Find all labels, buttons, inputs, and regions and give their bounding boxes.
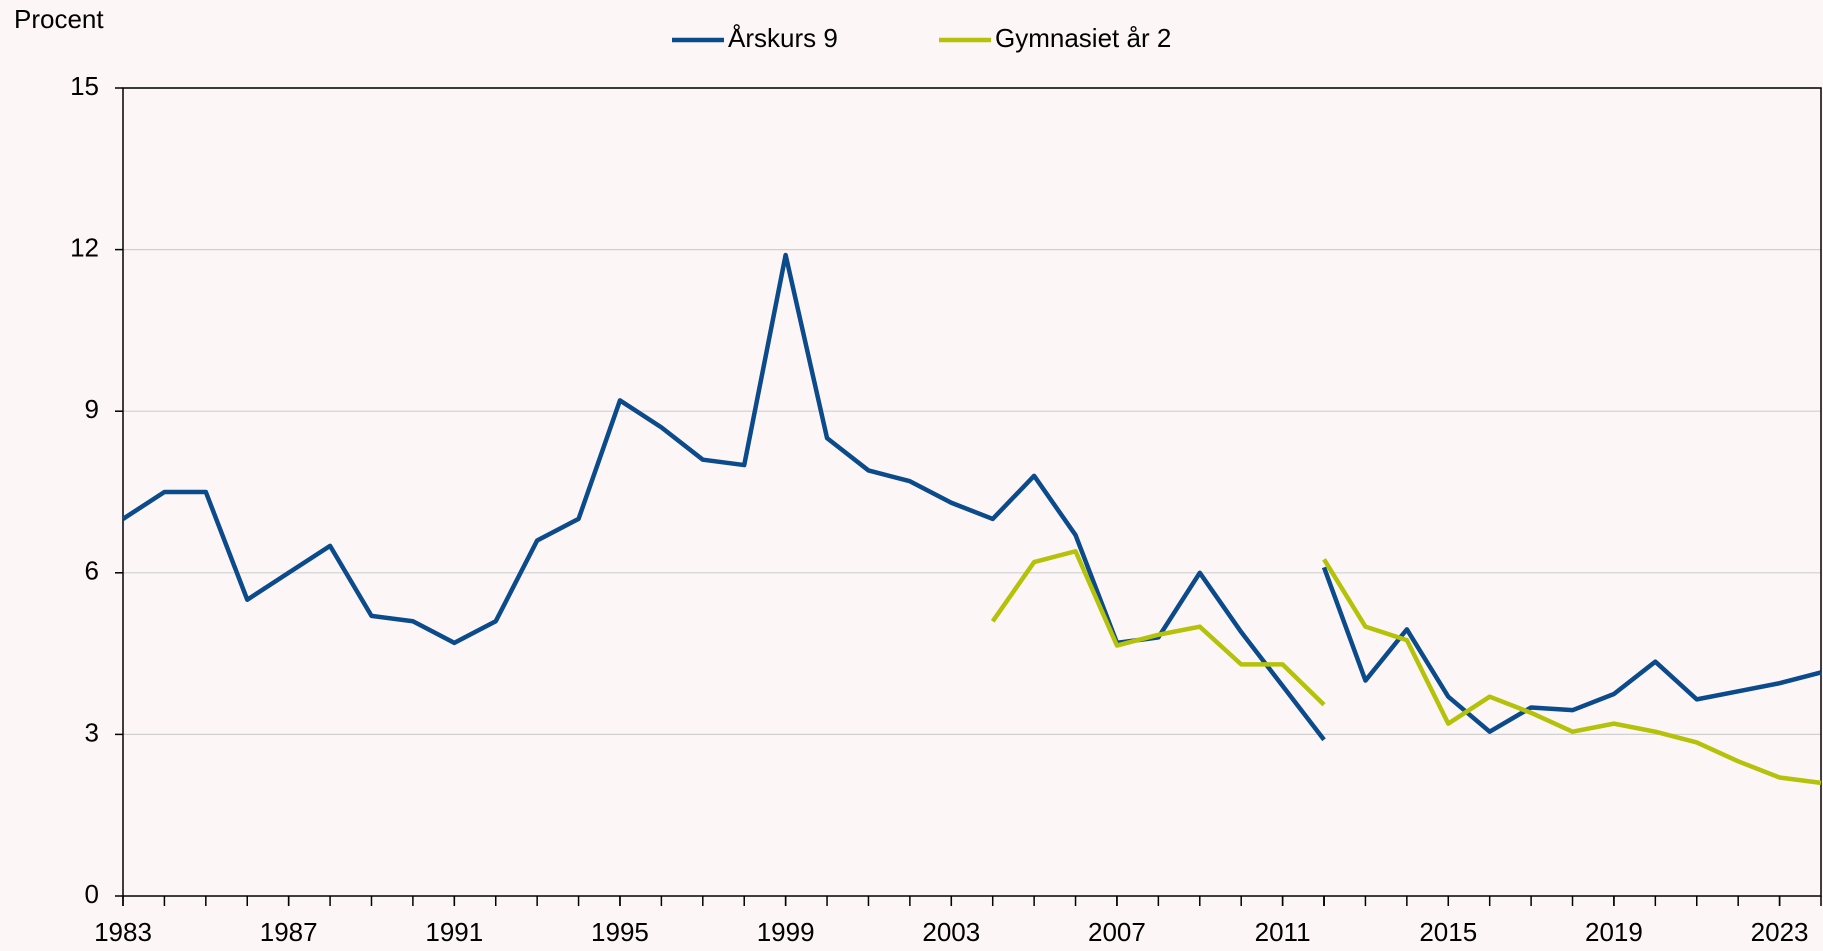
y-tick-label: 12 [70, 232, 99, 262]
x-tick-label: 2011 [1255, 917, 1311, 947]
y-tick-label: 15 [70, 71, 99, 101]
y-tick-label: 3 [85, 717, 99, 747]
x-tick-label: 1987 [260, 917, 318, 947]
y-axis-label: Procent [14, 4, 104, 34]
legend-label: Gymnasiet år 2 [995, 23, 1171, 53]
x-tick-label: 1999 [757, 917, 815, 947]
y-tick-label: 6 [85, 556, 99, 586]
y-tick-label: 9 [85, 394, 99, 424]
x-tick-label: 2019 [1585, 917, 1643, 947]
x-tick-label: 2015 [1419, 917, 1477, 947]
x-tick-label: 1991 [425, 917, 483, 947]
legend-label: Årskurs 9 [728, 23, 838, 53]
x-tick-label: 2023 [1751, 917, 1809, 947]
x-tick-label: 2007 [1088, 917, 1146, 947]
plot-frame [122, 87, 1822, 897]
y-tick-label: 0 [85, 879, 99, 909]
x-tick-label: 2003 [922, 917, 980, 947]
x-tick-label: 1983 [94, 917, 152, 947]
x-tick-label: 1995 [591, 917, 649, 947]
series-line [990, 549, 1822, 786]
